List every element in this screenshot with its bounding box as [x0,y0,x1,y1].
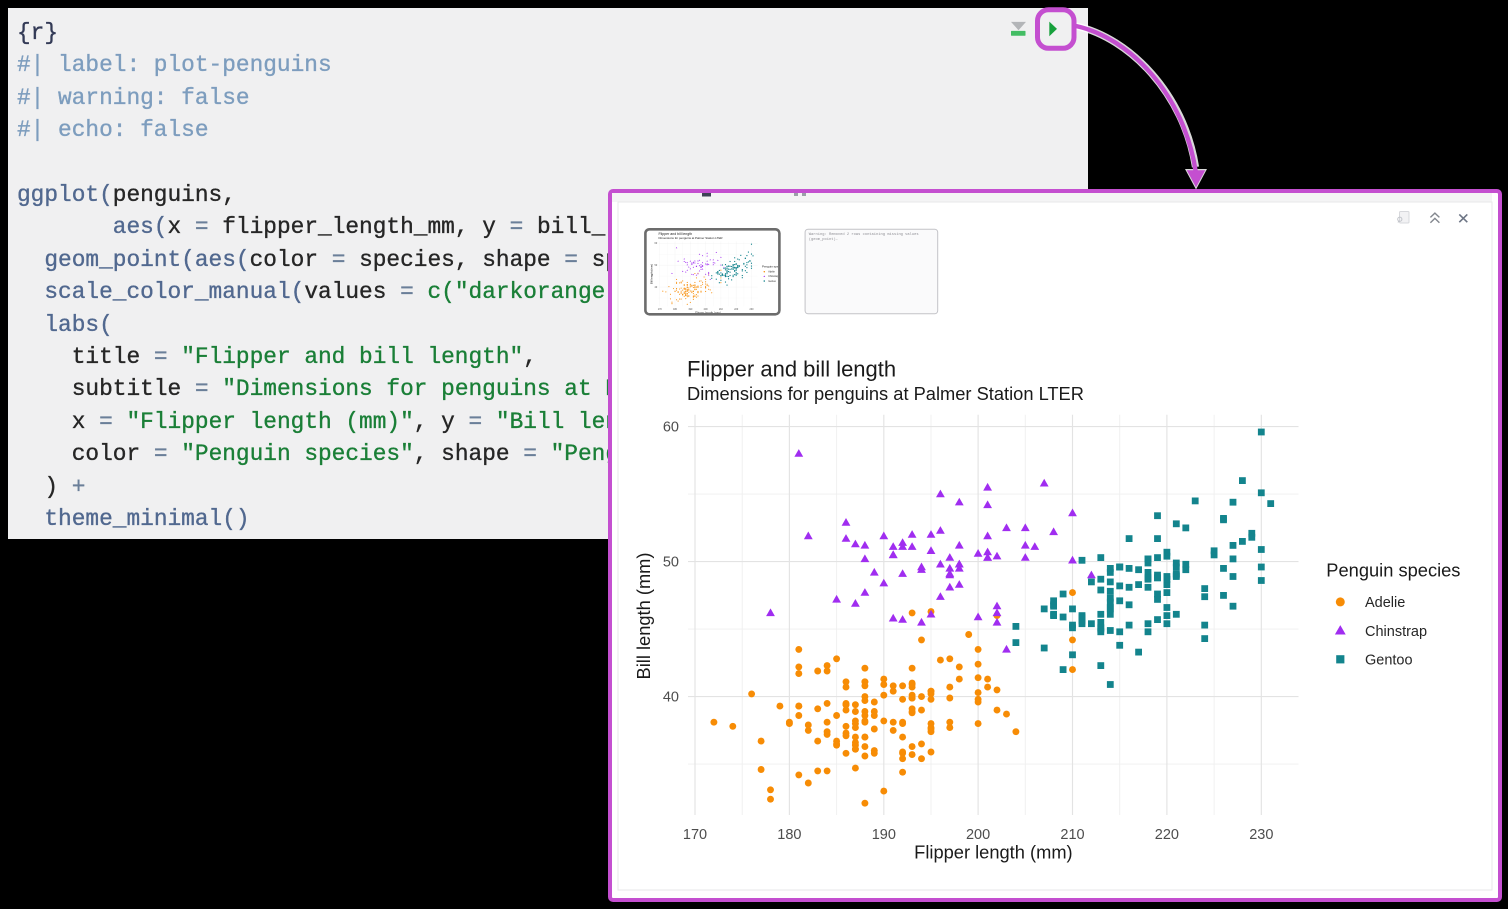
svg-text:Flipper and bill length: Flipper and bill length [687,357,896,382]
svg-text:180: 180 [777,827,801,843]
svg-text:(geom_point)…: (geom_point)… [809,237,839,242]
svg-text:Gentoo: Gentoo [1365,652,1413,668]
svg-text:170: 170 [683,827,707,843]
svg-text:Dimensions for penguins at Pal: Dimensions for penguins at Palmer Statio… [687,383,1084,404]
svg-text:190: 190 [872,827,896,843]
svg-text:40: 40 [663,690,679,706]
svg-text:Warning: Removed 2 rows contai: Warning: Removed 2 rows containing missi… [809,232,919,237]
svg-text:220: 220 [1155,827,1179,843]
svg-text:60: 60 [663,420,679,436]
svg-text:200: 200 [966,827,990,843]
svg-text:Bill length (mm): Bill length (mm) [633,553,654,680]
svg-text:Adelie: Adelie [1365,595,1405,611]
svg-text:210: 210 [1060,827,1084,843]
svg-text:Flipper length (mm): Flipper length (mm) [914,842,1072,863]
svg-text:50: 50 [663,555,679,571]
svg-text:Chinstrap: Chinstrap [1365,624,1427,640]
svg-text:Penguin species: Penguin species [1326,560,1460,581]
svg-text:230: 230 [1249,827,1273,843]
